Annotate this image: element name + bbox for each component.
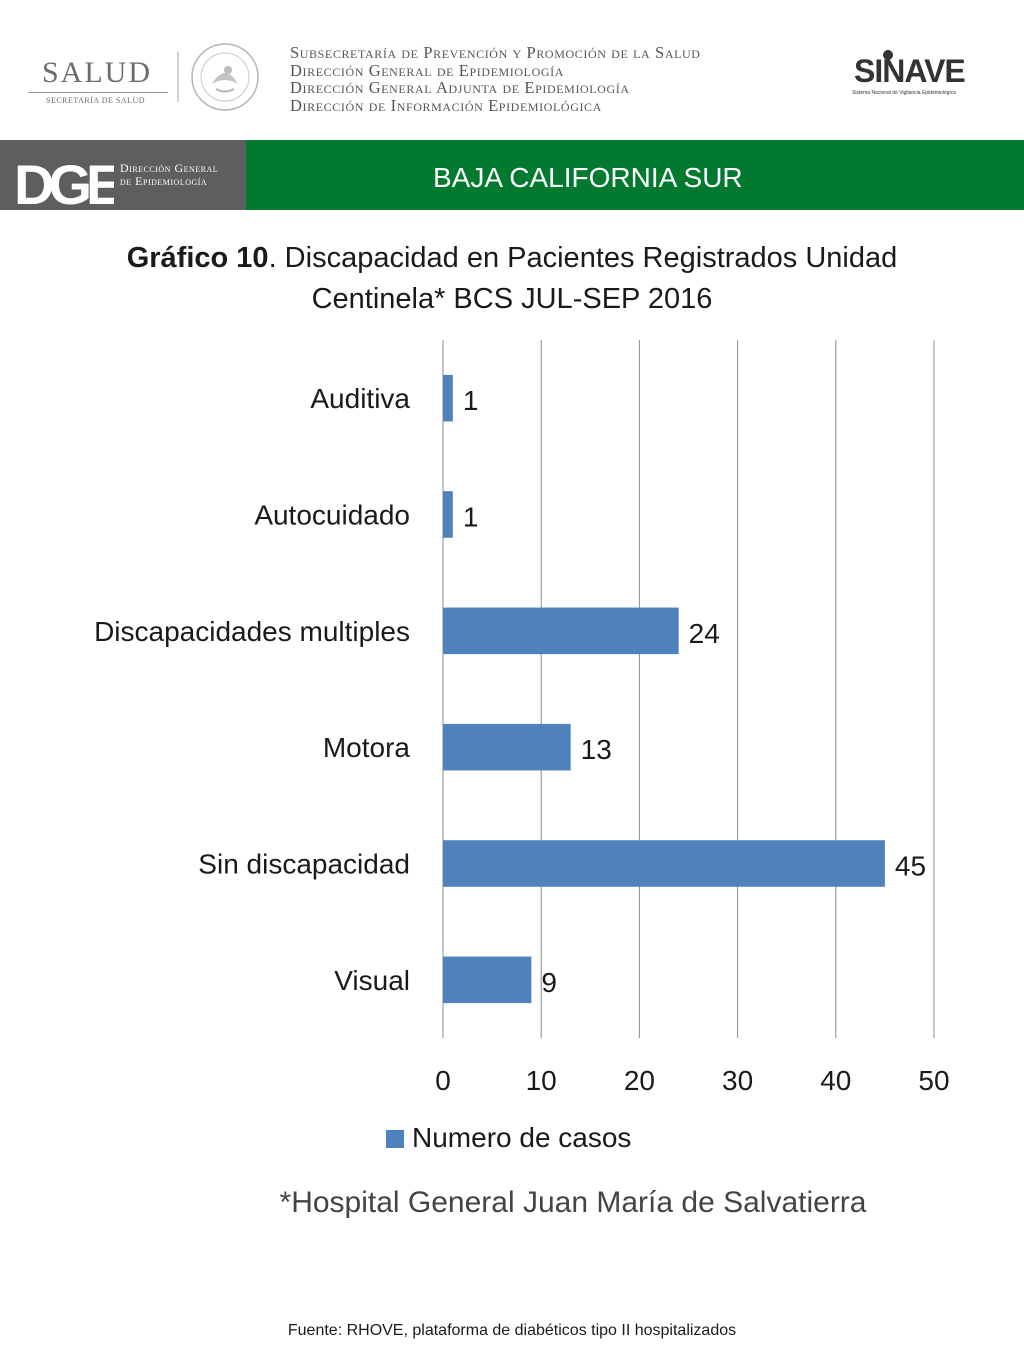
- legend-swatch: [386, 1130, 404, 1148]
- category-label: Auditiva: [310, 383, 410, 414]
- dge-text-line-1: Dirección General: [120, 161, 219, 175]
- header-line-2: Dirección General de Epidemiología: [290, 60, 564, 80]
- data-label: 24: [689, 618, 720, 649]
- x-tick-label: 0: [435, 1065, 451, 1096]
- category-label: Autocuidado: [254, 500, 410, 531]
- svg-text:SINAVE: SINAVE: [854, 53, 965, 89]
- x-tick-label: 50: [918, 1065, 949, 1096]
- x-tick-label: 30: [722, 1065, 753, 1096]
- legend-label: Numero de casos: [412, 1122, 632, 1153]
- bar-chart: 0 10 20 30 40 50 Auditiva 1 Autocuidado 1 Discapac…: [94, 340, 950, 1096]
- category-label: Discapacidades multiples: [94, 616, 410, 647]
- dge-logo-text: Dirección General de Epidemiología: [120, 162, 218, 188]
- x-tick-label: 20: [624, 1065, 655, 1096]
- bar: [443, 607, 679, 655]
- category-label: Motora: [323, 732, 411, 763]
- data-label: 13: [581, 734, 612, 765]
- salud-logo-text: SALUD: [42, 56, 153, 89]
- sinave-logo-icon: SINAVE: [854, 50, 966, 89]
- chart-title: Gráfico 10. Discapacidad en Pacientes Re…: [60, 238, 964, 320]
- svg-text:DGE: DGE: [14, 153, 114, 208]
- state-panel: BAJA CALIFORNIA SUR: [246, 140, 1024, 210]
- chart-title-number: Gráfico 10: [126, 242, 269, 274]
- header-institution-lines: Subsecretaría de Prevención y Promoción …: [290, 44, 701, 114]
- dge-text-line-2: de Epidemiología: [120, 174, 208, 188]
- data-label: 1: [463, 385, 479, 416]
- header-line-3: Dirección General Adjunta de Epidemiolog…: [290, 78, 630, 97]
- bar: [443, 840, 885, 887]
- dge-logo-panel: DGE Dirección General de Epidemiología: [0, 140, 246, 210]
- chart-title-text: . Discapacidad en Pacientes Registrados …: [268, 242, 898, 315]
- header-line-1: Subsecretaría de Prevención y Promoción …: [290, 43, 701, 62]
- salud-logo-rule: [28, 92, 168, 93]
- source-note: Fuente: RHOVE, plataforma de diabéticos …: [287, 1322, 737, 1339]
- category-label: Sin discapacidad: [198, 849, 410, 880]
- data-label: 1: [463, 502, 479, 533]
- bar: [443, 491, 453, 538]
- data-label: 45: [895, 851, 926, 882]
- page-header: SALUD SECRETARÍA DE SALUD Subsecretaría …: [0, 0, 1024, 135]
- category-label: Visual: [334, 965, 410, 996]
- sinave-logo: SINAVE Sistema Nacional de Vigilancia Ep…: [852, 48, 992, 98]
- bar: [443, 956, 532, 1004]
- bar: [443, 374, 453, 422]
- data-label: 9: [541, 967, 557, 998]
- state-title: BAJA CALIFORNIA SUR: [433, 162, 743, 193]
- x-tick-label: 10: [526, 1065, 557, 1096]
- salud-logo-subtitle: SECRETARÍA DE SALUD: [46, 96, 146, 105]
- mexico-seal-icon: [191, 43, 259, 111]
- salud-logo: SALUD SECRETARÍA DE SALUD: [28, 52, 168, 108]
- sinave-logo-subtitle: Sistema Nacional de Vigilancia Epidemiol…: [852, 90, 956, 96]
- header-divider: [177, 52, 179, 102]
- title-band: DGE Dirección General de Epidemiología B…: [0, 140, 1024, 210]
- dge-logo-icon: DGE: [14, 153, 114, 208]
- bar: [443, 723, 571, 771]
- header-line-4: Dirección de Información Epidemiológica: [290, 95, 602, 115]
- footnote: *Hospital General Juan María de Salvatie…: [279, 1186, 867, 1219]
- x-tick-label: 40: [820, 1065, 851, 1096]
